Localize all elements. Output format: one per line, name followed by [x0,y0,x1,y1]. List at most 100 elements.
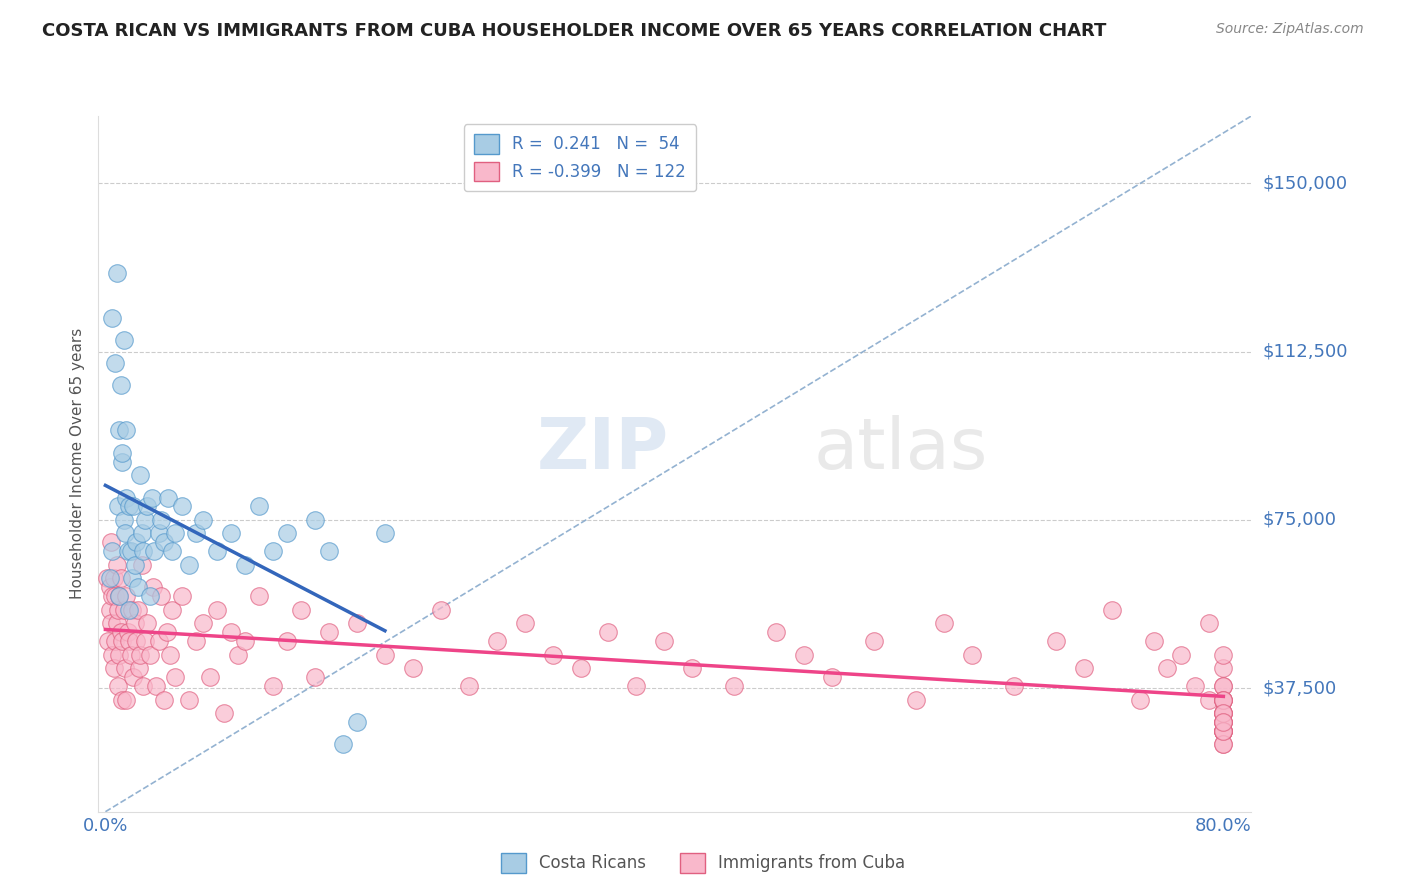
Point [98,580,121,594]
Text: $75,000: $75,000 [1263,511,1337,529]
Point [145,679,167,693]
Point [121,571,143,585]
Point [131,558,153,572]
Point [186,526,208,541]
Point [304,513,326,527]
Point [1198,616,1220,631]
Point [233,558,256,572]
Point [262,679,284,693]
Point [212,706,235,720]
Point [124,558,146,572]
Point [1073,661,1095,675]
Point [723,679,745,693]
Point [103,661,125,675]
Point [1156,661,1178,675]
Point [111,692,134,706]
Point [765,625,787,640]
Point [346,714,368,729]
Point [127,580,149,594]
Point [193,513,215,527]
Point [1212,738,1234,752]
Point [793,648,815,662]
Point [115,589,138,603]
Point [122,670,145,684]
Point [136,616,159,631]
Point [105,616,128,631]
Point [104,356,127,370]
Point [1198,692,1220,706]
Point [219,625,242,640]
Point [148,634,170,648]
Point [117,625,139,640]
Point [318,544,340,558]
Point [1212,723,1234,738]
Point [96,571,118,585]
Point [153,535,176,549]
Point [1212,723,1234,738]
Point [1128,692,1150,706]
Point [200,670,222,684]
Point [148,526,170,541]
Point [374,526,396,541]
Point [681,661,703,675]
Point [118,603,141,617]
Point [904,692,927,706]
Point [111,454,134,468]
Point [150,513,173,527]
Point [1170,648,1192,662]
Point [101,310,124,325]
Point [626,679,648,693]
Point [1212,679,1234,693]
Point [125,535,148,549]
Point [117,544,139,558]
Point [165,526,187,541]
Point [1212,723,1234,738]
Point [125,634,148,648]
Point [1212,648,1234,662]
Point [108,648,131,662]
Point [108,589,131,603]
Point [114,526,136,541]
Text: $112,500: $112,500 [1263,343,1348,360]
Point [960,648,983,662]
Text: atlas: atlas [813,416,987,484]
Point [247,500,270,514]
Point [136,500,159,514]
Point [1212,692,1234,706]
Point [1212,679,1234,693]
Point [1212,706,1234,720]
Point [134,513,156,527]
Point [1212,692,1234,706]
Point [129,648,152,662]
Point [1212,714,1234,729]
Point [162,544,184,558]
Point [863,634,886,648]
Y-axis label: Householder Income Over 65 years: Householder Income Over 65 years [69,328,84,599]
Point [115,423,138,437]
Text: $150,000: $150,000 [1263,174,1347,193]
Point [139,589,162,603]
Point [457,679,479,693]
Point [1212,706,1234,720]
Point [134,634,156,648]
Point [172,500,194,514]
Point [97,634,120,648]
Point [513,616,536,631]
Point [1002,679,1025,693]
Point [1212,706,1234,720]
Point [1212,723,1234,738]
Point [107,500,129,514]
Point [186,634,208,648]
Text: Source: ZipAtlas.com: Source: ZipAtlas.com [1216,22,1364,37]
Point [1212,738,1234,752]
Point [115,692,138,706]
Point [598,625,620,640]
Point [141,491,163,505]
Point [262,544,284,558]
Point [98,603,121,617]
Point [332,738,354,752]
Point [157,491,180,505]
Point [98,571,121,585]
Point [1045,634,1067,648]
Point [101,544,124,558]
